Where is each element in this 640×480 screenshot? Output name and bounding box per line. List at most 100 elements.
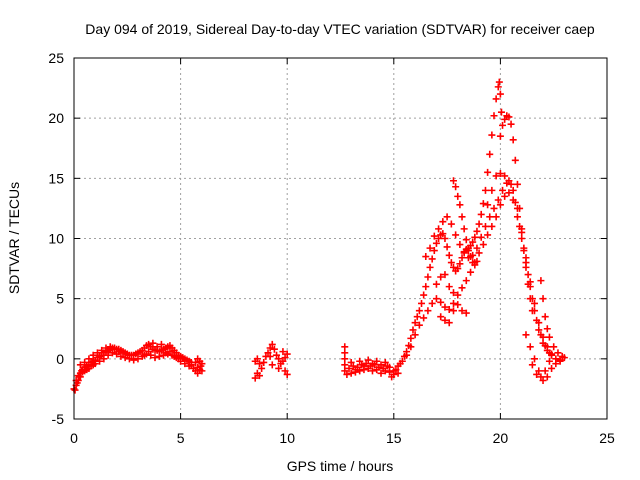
data-point (558, 352, 566, 360)
x-tick-label: 0 (70, 430, 78, 446)
data-point (76, 373, 84, 381)
data-point (430, 247, 438, 255)
data-point (492, 172, 500, 180)
data-point (125, 355, 133, 363)
data-point (85, 355, 93, 363)
data-point (464, 247, 472, 255)
data-point (496, 132, 504, 140)
data-point (279, 357, 287, 365)
data-point (253, 355, 261, 363)
data-point (432, 295, 440, 303)
data-point (390, 367, 398, 375)
y-tick-label: 25 (48, 50, 64, 66)
data-point (273, 351, 281, 359)
data-point (192, 358, 200, 366)
data-point (509, 186, 517, 194)
data-point (426, 244, 434, 252)
data-point (543, 325, 551, 333)
data-point (501, 172, 509, 180)
data-point (541, 367, 549, 375)
data-point (130, 356, 138, 364)
data-point (196, 357, 204, 365)
data-point (428, 255, 436, 263)
data-point (145, 348, 153, 356)
data-point (96, 357, 104, 365)
data-point (473, 244, 481, 252)
data-point (543, 343, 551, 351)
data-point (522, 331, 530, 339)
data-point (349, 362, 357, 370)
data-point (403, 351, 411, 359)
data-point (117, 352, 125, 360)
data-point (181, 360, 189, 368)
data-point (469, 238, 477, 246)
data-point (496, 201, 504, 209)
data-point (437, 298, 445, 306)
data-point (499, 121, 507, 129)
data-point (275, 355, 283, 363)
data-point (76, 361, 84, 369)
data-point (422, 253, 430, 261)
data-point (170, 352, 178, 360)
data-points (70, 78, 568, 394)
data-point (490, 204, 498, 212)
x-tick-label: 15 (386, 430, 402, 446)
data-point (537, 277, 545, 285)
data-point (281, 367, 289, 375)
data-point (495, 78, 503, 86)
data-point (501, 115, 509, 123)
data-point (347, 358, 355, 366)
data-point (522, 254, 530, 262)
data-point (98, 346, 106, 354)
data-point (162, 349, 170, 357)
data-point (106, 343, 114, 351)
data-point (445, 283, 453, 291)
data-point (187, 361, 195, 369)
data-point (484, 201, 492, 209)
data-point (283, 350, 291, 358)
data-point (552, 360, 560, 368)
data-point (108, 349, 116, 357)
data-point (526, 343, 534, 351)
data-point (535, 326, 543, 334)
data-point (445, 305, 453, 313)
data-point (279, 348, 287, 356)
data-point (456, 201, 464, 209)
x-tick-label: 5 (177, 430, 185, 446)
data-point (428, 299, 436, 307)
data-point (458, 307, 466, 315)
data-point (507, 180, 515, 188)
data-point (486, 150, 494, 158)
data-point (424, 273, 432, 281)
data-point (481, 186, 489, 194)
data-point (531, 299, 539, 307)
data-point (484, 231, 492, 239)
data-point (157, 340, 165, 348)
data-point (520, 244, 528, 252)
data-point (481, 222, 489, 230)
data-point (420, 291, 428, 299)
data-point (343, 370, 351, 378)
data-point (505, 113, 513, 121)
data-point (454, 291, 462, 299)
data-point (255, 372, 263, 380)
data-point (449, 263, 457, 271)
data-point (424, 307, 432, 315)
data-point (258, 364, 266, 372)
data-point (100, 355, 108, 363)
data-point (266, 344, 274, 352)
data-point (356, 367, 364, 375)
data-point (368, 360, 376, 368)
data-point (458, 254, 466, 262)
y-tick-label: 10 (48, 231, 64, 247)
data-point (486, 213, 494, 221)
x-tick-label: 25 (599, 430, 615, 446)
data-point (194, 369, 202, 377)
data-point (341, 361, 349, 369)
data-point (467, 253, 475, 261)
data-point (140, 351, 148, 359)
data-point (505, 189, 513, 197)
data-point (341, 367, 349, 375)
data-point (81, 358, 89, 366)
data-point (449, 289, 457, 297)
